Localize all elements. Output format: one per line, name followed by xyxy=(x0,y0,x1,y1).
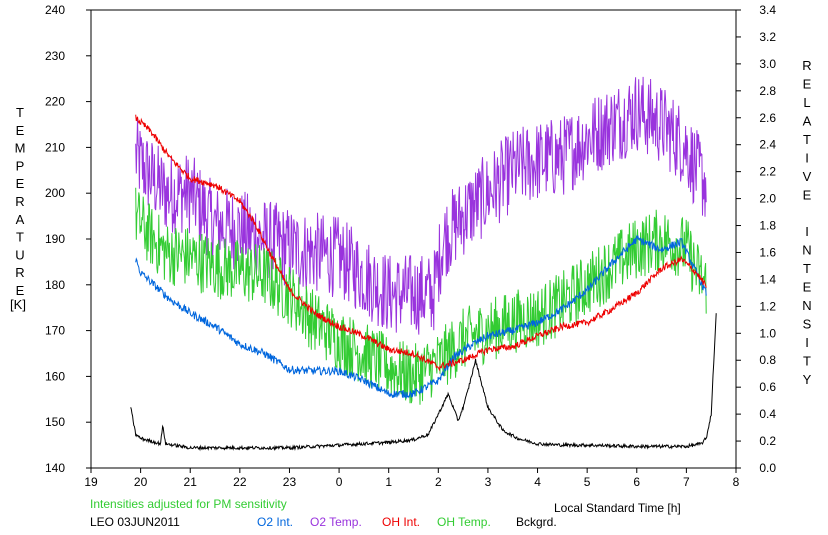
left-tick-label: 200 xyxy=(45,186,65,200)
legend-entry: Bckgrd. xyxy=(516,515,557,529)
x-tick-label: 0 xyxy=(336,475,343,489)
left-tick-label: 240 xyxy=(45,3,65,17)
left-axis-title-letter: E xyxy=(16,176,25,191)
left-axis-title-letter: E xyxy=(16,123,25,138)
station-date: LEO 03JUN2011 xyxy=(90,515,180,529)
right-tick-label: 0.0 xyxy=(759,461,776,475)
right-tick-label: 1.4 xyxy=(759,272,776,286)
right-axis-title-letter: N xyxy=(802,243,811,258)
right-tick-label: 1.6 xyxy=(759,245,776,259)
left-tick-label: 220 xyxy=(45,95,65,109)
right-axis-title-letter: E xyxy=(803,188,812,203)
x-tick-label: 6 xyxy=(633,475,640,489)
note-text: Intensities adjusted for PM sensitivity xyxy=(90,497,287,511)
right-tick-label: 0.2 xyxy=(759,434,776,448)
x-tick-label: 5 xyxy=(584,475,591,489)
right-axis-title-letter: I xyxy=(805,224,809,239)
left-axis-title-letter: R xyxy=(15,194,24,209)
right-axis-title-letter: I xyxy=(805,151,809,166)
right-axis-title-letter: E xyxy=(803,280,812,295)
right-axis-title-letter: V xyxy=(803,169,812,184)
right-axis-title-letter: Y xyxy=(803,372,812,387)
left-axis-title-letter: A xyxy=(16,212,25,227)
legend-entry: OH Temp. xyxy=(437,515,491,529)
right-tick-label: 2.6 xyxy=(759,111,776,125)
right-axis-title-letter: L xyxy=(803,95,810,110)
right-axis-title-letter: T xyxy=(803,354,811,369)
right-axis-title-letter: T xyxy=(803,261,811,276)
right-tick-label: 1.2 xyxy=(759,299,776,313)
series-layer xyxy=(130,76,717,452)
series-line-o2-temp xyxy=(135,76,707,335)
x-tick-label: 8 xyxy=(733,475,740,489)
right-axis: 0.0 0.2 0.4 0.6 0.8 1.0 1.2 1.4 1.6 1.8 2.0 2.2 2.4 2… xyxy=(736,3,776,475)
right-tick-label: 1.8 xyxy=(759,219,776,233)
x-tick-label: 4 xyxy=(534,475,541,489)
left-tick-label: 210 xyxy=(45,140,65,154)
left-axis: 140 150 160 170 180 190 200 210 220 230 240 xyxy=(45,3,91,475)
left-axis-title-letter: P xyxy=(16,158,25,173)
left-tick-label: 180 xyxy=(45,278,65,292)
left-axis-title-letter: T xyxy=(16,105,24,120)
left-tick-label: 230 xyxy=(45,49,65,63)
x-tick-label: 21 xyxy=(184,475,198,489)
left-axis-title-letter: E xyxy=(16,283,25,298)
right-tick-label: 0.8 xyxy=(759,353,776,367)
right-tick-label: 3.2 xyxy=(759,30,776,44)
right-tick-label: 0.6 xyxy=(759,380,776,394)
x-axis-label: Local Standard Time [h] xyxy=(554,501,681,515)
left-axis-title-letter: R xyxy=(15,265,24,280)
right-tick-label: 2.8 xyxy=(759,84,776,98)
series-line-oh-temp xyxy=(135,187,707,405)
right-axis-title-letter: N xyxy=(802,298,811,313)
right-axis-title-letter: E xyxy=(803,77,812,92)
left-tick-label: 140 xyxy=(45,461,65,475)
right-axis-title-letter: R xyxy=(802,58,811,73)
left-axis-title-letter: T xyxy=(16,230,24,245)
right-tick-label: 3.4 xyxy=(759,3,776,17)
x-tick-label: 2 xyxy=(435,475,442,489)
left-tick-label: 170 xyxy=(45,324,65,338)
left-tick-label: 160 xyxy=(45,369,65,383)
x-tick-label: 22 xyxy=(233,475,247,489)
right-tick-label: 2.4 xyxy=(759,138,776,152)
x-tick-label: 19 xyxy=(84,475,98,489)
left-axis-unit: [K] xyxy=(10,297,26,312)
left-axis-title-letter: U xyxy=(15,247,24,262)
left-tick-label: 150 xyxy=(45,415,65,429)
left-tick-label: 190 xyxy=(45,232,65,246)
right-axis-title-letter: T xyxy=(803,132,811,147)
x-tick-label: 7 xyxy=(683,475,690,489)
legend: O2 Int. O2 Temp. OH Int. OH Temp. Bckgrd. xyxy=(257,515,557,529)
series-line-o2-int xyxy=(135,235,707,399)
right-axis-title-letter: A xyxy=(803,114,812,129)
legend-entry: O2 Temp. xyxy=(310,515,362,529)
right-tick-label: 2.0 xyxy=(759,192,776,206)
x-tick-label: 20 xyxy=(134,475,148,489)
right-tick-label: 1.0 xyxy=(759,326,776,340)
x-axis: 19 20 21 22 23 0 1 2 3 4 5 6 7 8 xyxy=(84,468,740,489)
right-tick-label: 3.0 xyxy=(759,57,776,71)
x-tick-label: 3 xyxy=(485,475,492,489)
series-line-bckgrd xyxy=(130,313,717,452)
legend-entry: OH Int. xyxy=(382,515,420,529)
x-tick-label: 23 xyxy=(283,475,297,489)
series-line-oh-int xyxy=(135,114,707,372)
x-tick-label: 1 xyxy=(385,475,392,489)
legend-entry: O2 Int. xyxy=(257,515,293,529)
left-axis-title-letter: M xyxy=(15,141,26,156)
right-axis-title-letter: S xyxy=(803,317,812,332)
right-tick-label: 0.4 xyxy=(759,407,776,421)
right-axis-title-letter: I xyxy=(805,335,809,350)
right-tick-label: 2.2 xyxy=(759,165,776,179)
